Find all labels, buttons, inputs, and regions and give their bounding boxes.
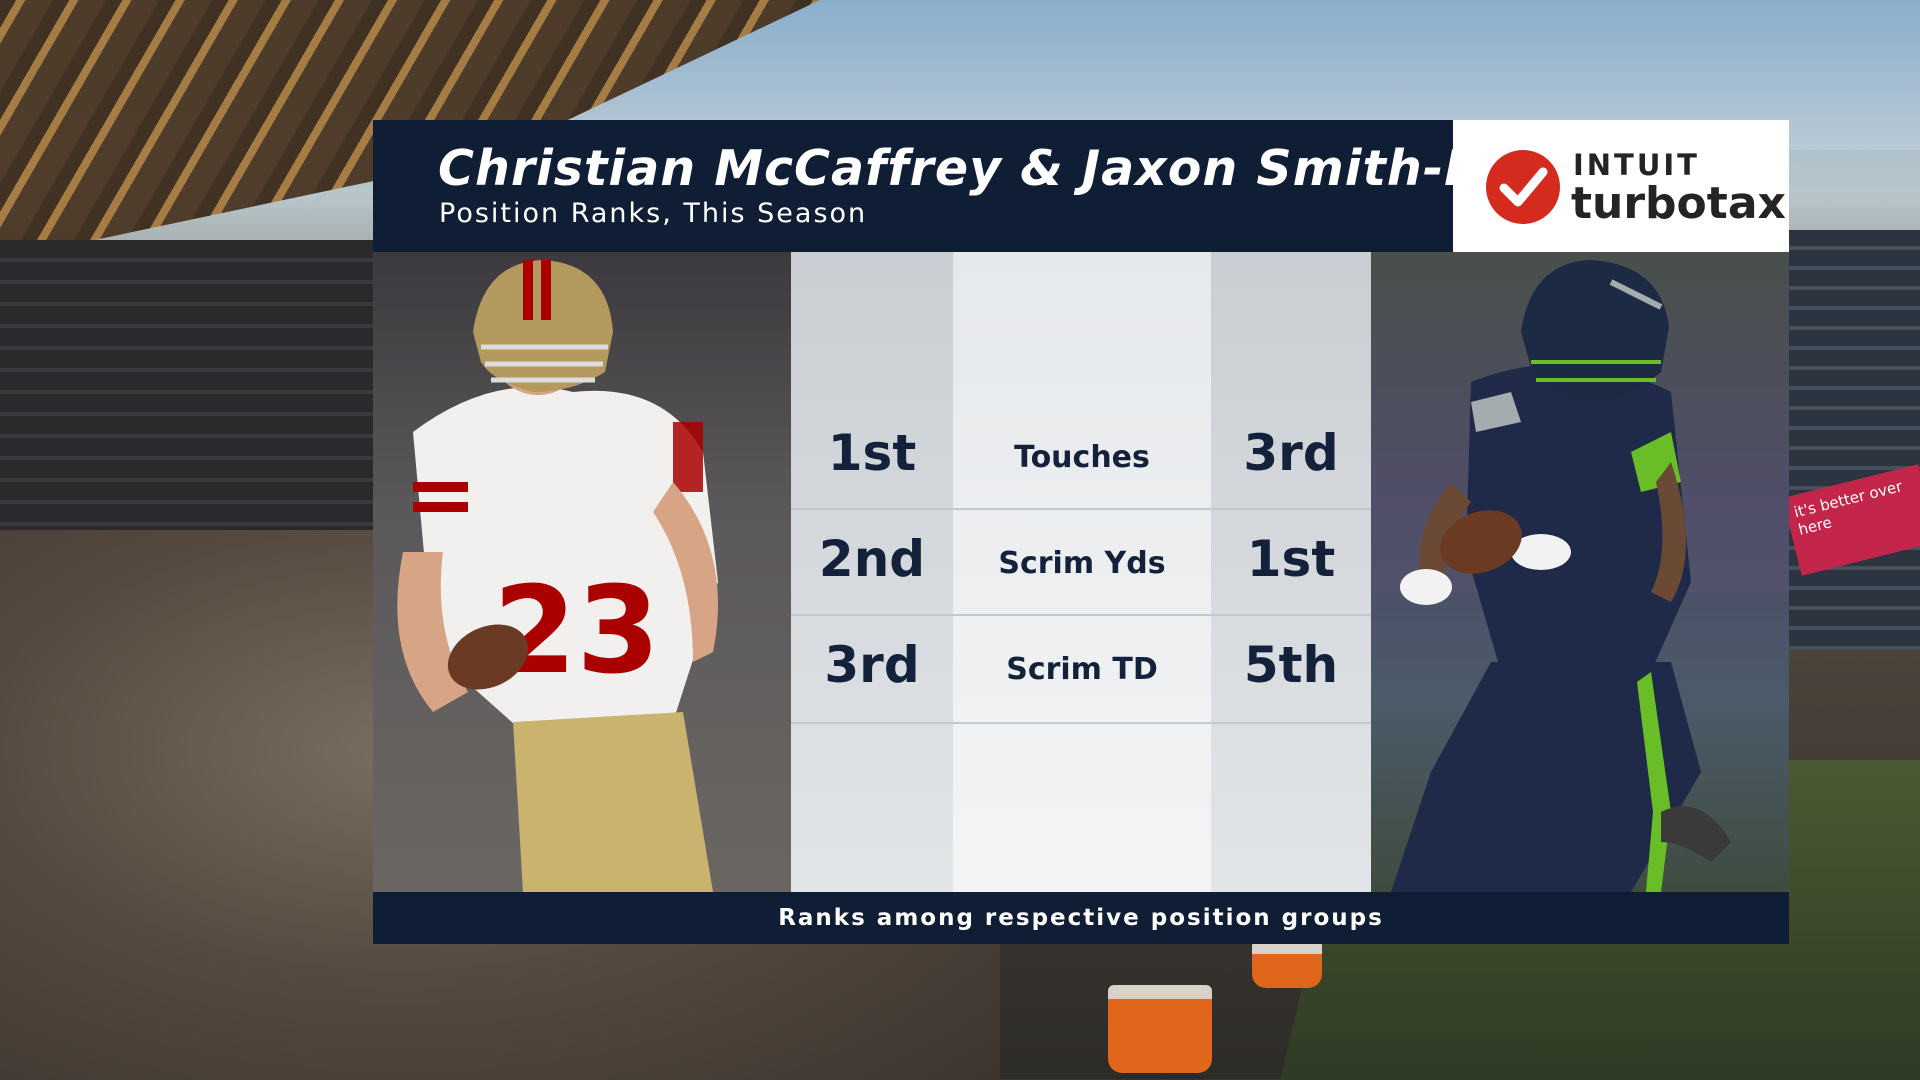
left-rank: 1st — [827, 424, 917, 482]
row-divider — [791, 508, 1371, 510]
rank-table: 1st Touches 3rd 2nd Scrim Yds 1st 3rd Sc… — [791, 252, 1371, 892]
row-divider — [791, 614, 1371, 616]
stat-category: Scrim Yds — [998, 546, 1166, 581]
left-player-column — [791, 252, 953, 892]
right-player-column — [1211, 252, 1371, 892]
sideline-cup — [1108, 985, 1212, 1073]
row-divider — [791, 722, 1371, 724]
table-row-scrim-yds: 2nd Scrim Yds 1st — [791, 510, 1371, 616]
stat-category: Scrim TD — [1006, 652, 1158, 687]
player-photo-right — [1371, 252, 1789, 892]
right-rank: 3rd — [1243, 424, 1339, 482]
sponsor-brand: INTUIT — [1573, 148, 1700, 182]
stat-category: Touches — [1014, 440, 1150, 475]
checkmark-icon — [1486, 150, 1560, 224]
left-rank: 2nd — [818, 530, 926, 588]
sponsor-logo: INTUIT turbotax — [1453, 120, 1789, 252]
graphic-footer: Ranks among respective position groups — [373, 892, 1789, 944]
footnote: Ranks among respective position groups — [778, 905, 1384, 931]
player-photo-left: 23 — [373, 252, 791, 892]
table-row-touches: 1st Touches 3rd — [791, 404, 1371, 510]
table-row-scrim-td: 3rd Scrim TD 5th — [791, 616, 1371, 722]
right-rank: 1st — [1246, 530, 1336, 588]
category-column — [953, 252, 1211, 892]
comparison-graphic: Christian McCaffrey & Jaxon Smith-Njigba… — [373, 120, 1789, 944]
graphic-header: Christian McCaffrey & Jaxon Smith-Njigba… — [373, 120, 1627, 252]
graphic-title: Christian McCaffrey & Jaxon Smith-Njigba — [438, 140, 1628, 197]
stadium-stands-left — [0, 240, 380, 540]
svg-text:23: 23 — [493, 562, 660, 701]
right-rank: 5th — [1243, 636, 1339, 694]
sideline-cup — [1252, 940, 1322, 988]
stadium-stands-right — [1780, 230, 1920, 650]
left-rank: 3rd — [824, 636, 920, 694]
sponsor-product: turbotax — [1571, 178, 1786, 229]
graphic-subtitle: Position Ranks, This Season — [439, 198, 868, 229]
